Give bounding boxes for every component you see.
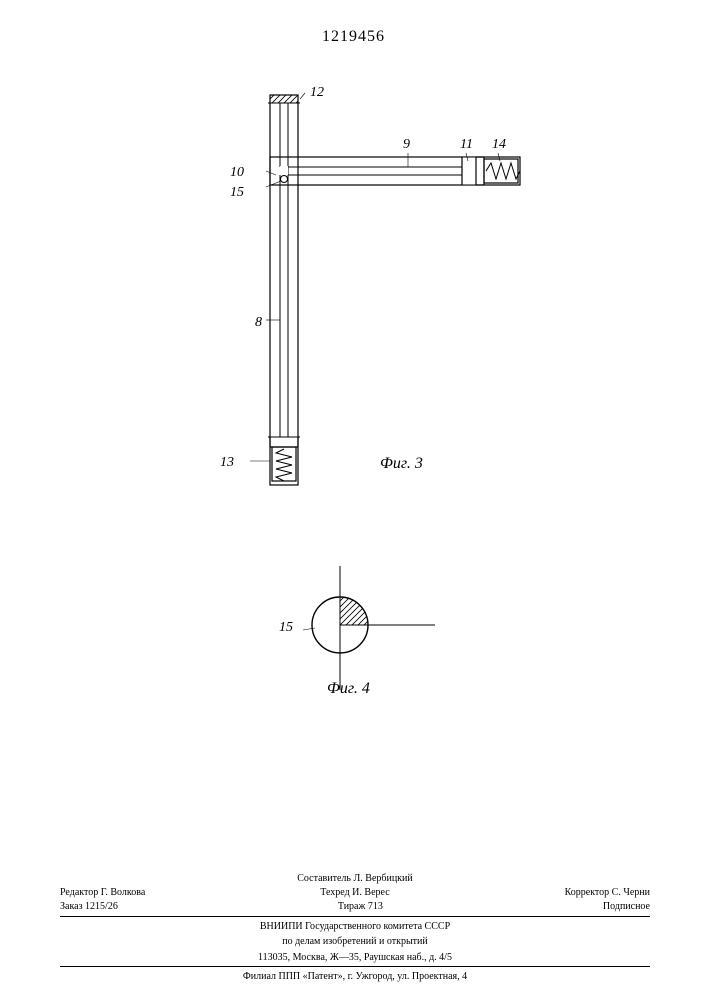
footer-order: Заказ 1215/26: [60, 900, 118, 914]
label-12: 12: [310, 85, 324, 101]
footer-tirazh: Тираж 713: [338, 900, 383, 914]
label-9: 9: [403, 137, 410, 153]
footer-block: Составитель Л. Вербицкий Редактор Г. Вол…: [60, 870, 650, 984]
label-10: 10: [230, 165, 244, 181]
figure-4-caption: Фиг. 4: [327, 680, 370, 698]
footer-editor: Редактор Г. Волкова: [60, 886, 145, 900]
footer-org2: по делам изобретений и открытий: [60, 935, 650, 949]
label-11: 11: [460, 137, 473, 153]
figure-4: 15 Фиг. 4: [255, 560, 455, 710]
footer-sign: Подписное: [603, 900, 650, 914]
footer-org1: ВНИИПИ Государственного комитета СССР: [60, 920, 650, 934]
page: 1219456: [0, 0, 707, 1000]
footer-corr: Корректор С. Черни: [565, 886, 650, 900]
figure-3: 8 9 10 11 12 13 14 15 Фиг. 3: [150, 75, 570, 495]
label-8: 8: [255, 315, 262, 331]
figure-3-svg: [150, 75, 570, 495]
label-15-fig4: 15: [279, 620, 293, 636]
footer-tech: Техред И. Верес: [320, 886, 389, 900]
label-13: 13: [220, 455, 234, 471]
footer-rule: [60, 916, 650, 917]
label-14: 14: [492, 137, 506, 153]
document-number: 1219456: [0, 28, 707, 46]
footer-author: Составитель Л. Вербицкий: [60, 872, 650, 886]
footer-addr2: Филиал ППП «Патент», г. Ужгород, ул. Про…: [60, 970, 650, 984]
footer-rule-2: [60, 966, 650, 967]
figure-3-caption: Фиг. 3: [380, 455, 423, 473]
footer-addr1: 113035, Москва, Ж—35, Раушская наб., д. …: [60, 951, 650, 965]
label-15: 15: [230, 185, 244, 201]
